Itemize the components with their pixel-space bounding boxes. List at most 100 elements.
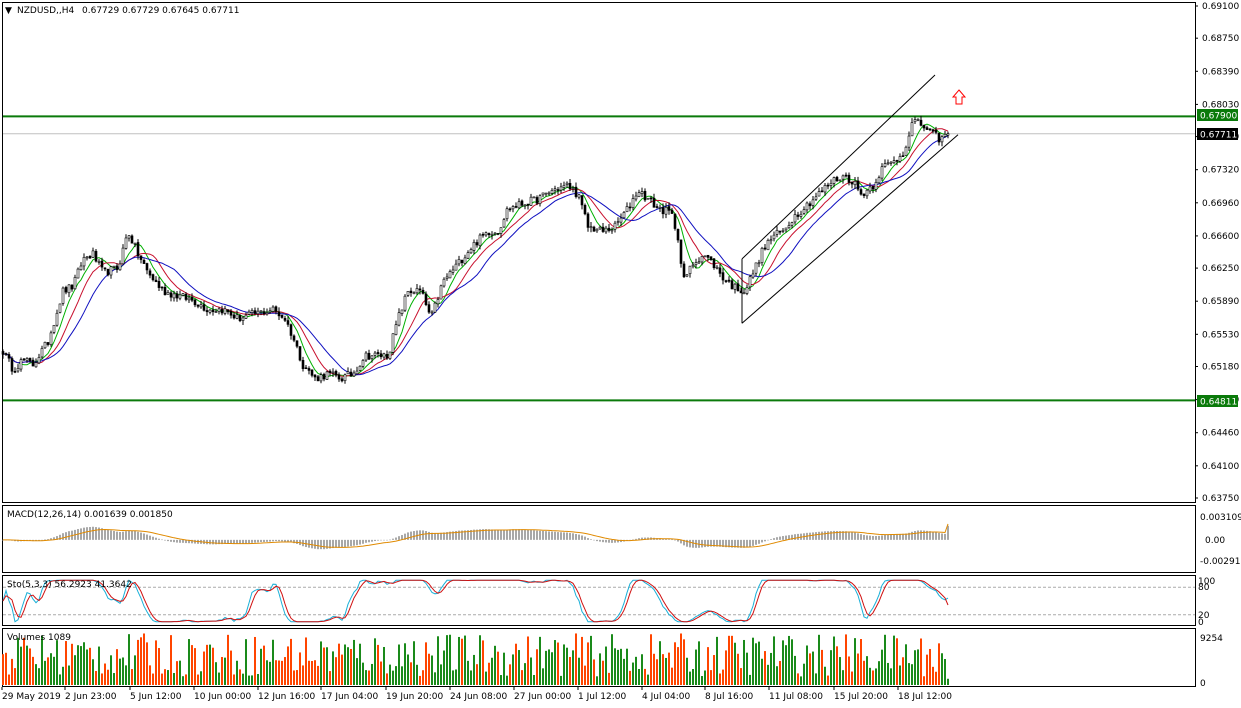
macd-histogram-bar bbox=[404, 533, 406, 540]
candle-body bbox=[667, 206, 671, 211]
candle-body bbox=[331, 371, 335, 374]
macd-histogram-bar bbox=[464, 530, 466, 540]
macd-histogram-bar bbox=[407, 532, 409, 540]
candle-body bbox=[619, 217, 623, 223]
candle-body bbox=[934, 130, 938, 133]
macd-histogram-bar bbox=[764, 539, 766, 542]
macd-histogram-bar bbox=[563, 532, 565, 540]
macd-histogram-bar bbox=[590, 539, 592, 540]
macd-histogram-bar bbox=[938, 532, 940, 540]
macd-histogram-bar bbox=[692, 539, 694, 548]
volume-bar bbox=[290, 638, 292, 685]
volume-bar bbox=[590, 635, 592, 685]
macd-pane[interactable] bbox=[2, 505, 1196, 573]
candle-body bbox=[355, 370, 359, 375]
volume-bar bbox=[383, 646, 385, 685]
volume-bar bbox=[380, 661, 382, 685]
macd-histogram-bar bbox=[239, 539, 241, 544]
volume-bar bbox=[782, 640, 784, 685]
macd-histogram-bar bbox=[668, 539, 670, 540]
macd-histogram-bar bbox=[341, 539, 343, 548]
candle-body bbox=[94, 250, 98, 262]
candle-body bbox=[529, 196, 533, 206]
macd-histogram-bar bbox=[770, 539, 772, 540]
volume-bar bbox=[206, 644, 208, 685]
chart-menu-icon[interactable]: ▼ bbox=[5, 6, 12, 16]
candle-body bbox=[556, 189, 560, 191]
candle-body bbox=[727, 279, 731, 282]
candle-body bbox=[55, 312, 59, 326]
volume-bar bbox=[182, 676, 184, 685]
macd-histogram-bar bbox=[251, 539, 253, 543]
candle-body bbox=[241, 317, 245, 321]
volume-bar bbox=[125, 665, 127, 685]
volume-bar bbox=[227, 634, 229, 685]
macd-histogram-bar bbox=[311, 539, 313, 549]
stoch-pane[interactable] bbox=[2, 575, 1196, 626]
macd-histogram-bar bbox=[332, 539, 334, 549]
volume-bar bbox=[113, 673, 115, 685]
candle-body bbox=[109, 266, 113, 276]
macd-histogram-bar bbox=[50, 538, 52, 540]
candle-body bbox=[460, 259, 464, 264]
candle-body bbox=[406, 291, 410, 296]
volume-bar bbox=[914, 650, 916, 685]
time-tick-label: 12 Jun 16:00 bbox=[258, 692, 315, 702]
candle-body bbox=[625, 206, 629, 213]
volume-bar bbox=[404, 643, 406, 685]
candle-body bbox=[61, 287, 65, 304]
volume-bar bbox=[95, 670, 97, 685]
volume-bar bbox=[188, 639, 190, 685]
volume-bar bbox=[839, 657, 841, 685]
candle-body bbox=[622, 212, 626, 219]
volume-bar bbox=[944, 659, 946, 685]
candle-body bbox=[874, 182, 878, 190]
candle-body bbox=[136, 242, 140, 257]
volume-bar bbox=[242, 673, 244, 685]
candle-body bbox=[133, 242, 137, 245]
volume-bar bbox=[566, 647, 568, 685]
candle-body bbox=[634, 195, 638, 200]
candle-body bbox=[217, 308, 221, 312]
main-pane[interactable] bbox=[2, 2, 1196, 503]
candle-body bbox=[226, 309, 230, 313]
macd-histogram-bar bbox=[389, 539, 391, 541]
volume-bar bbox=[659, 641, 661, 685]
macd-histogram-bar bbox=[452, 531, 454, 540]
macd-histogram-bar bbox=[935, 532, 937, 540]
volume-bar bbox=[683, 639, 685, 685]
candle-body bbox=[103, 267, 107, 270]
candle-body bbox=[709, 256, 713, 260]
macd-histogram-bar bbox=[374, 539, 376, 542]
macd-histogram-bar bbox=[446, 532, 448, 540]
macd-histogram-bar bbox=[767, 539, 769, 541]
macd-histogram-bar bbox=[245, 539, 247, 544]
macd-histogram-bar bbox=[497, 530, 499, 540]
candle-body bbox=[448, 271, 452, 279]
candle-body bbox=[298, 346, 302, 361]
macd-histogram-bar bbox=[488, 529, 490, 540]
macd-tick-label: 0.003109 bbox=[1200, 513, 1241, 523]
volume-bar bbox=[827, 675, 829, 685]
volume-bar bbox=[65, 641, 67, 685]
candle-body bbox=[97, 261, 101, 263]
price-tick-label: 0.65890 bbox=[1202, 297, 1239, 307]
candle-body bbox=[601, 226, 605, 232]
macd-histogram-bar bbox=[884, 534, 886, 540]
macd-histogram-bar bbox=[233, 539, 235, 544]
volume-bar bbox=[650, 634, 652, 685]
candle-body bbox=[808, 203, 812, 207]
candle-body bbox=[31, 359, 35, 367]
volume-bar bbox=[644, 668, 646, 685]
volume-bar bbox=[737, 653, 739, 685]
macd-histogram-bar bbox=[482, 529, 484, 540]
candle-body bbox=[178, 294, 182, 299]
current-price-label: 0.67711 bbox=[1200, 131, 1237, 141]
macd-histogram-bar bbox=[242, 539, 244, 544]
macd-histogram-bar bbox=[533, 530, 535, 540]
candle-body bbox=[757, 262, 761, 265]
volume-bar bbox=[713, 655, 715, 685]
volume-bar bbox=[59, 674, 61, 685]
volume-bar bbox=[776, 666, 778, 685]
